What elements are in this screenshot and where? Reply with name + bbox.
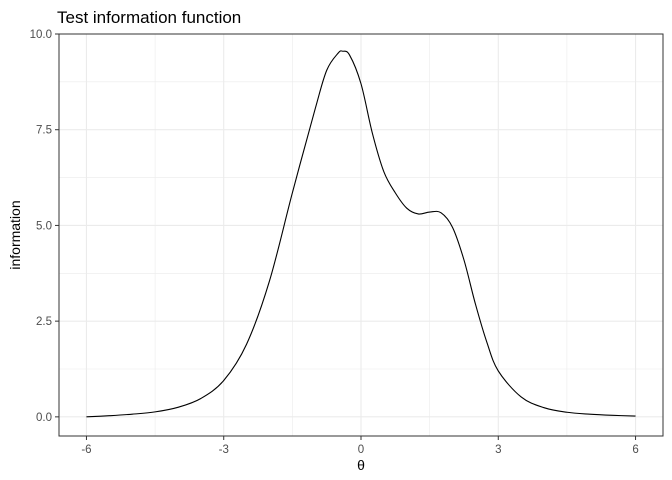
x-tick-label: 6 (632, 444, 638, 456)
x-axis-ticks: -6 -3 0 3 6 (81, 436, 639, 456)
y-tick-label: 10.0 (30, 29, 52, 41)
y-axis-ticks: 0.0 2.5 5.0 7.5 10.0 (30, 29, 59, 424)
series-line-information (86, 50, 636, 418)
x-tick-label: 3 (495, 444, 501, 456)
x-tick-label: 0 (358, 444, 364, 456)
chart-title: Test information function (57, 8, 241, 27)
x-tick-label: -3 (219, 444, 229, 456)
y-tick-label: 5.0 (36, 220, 52, 232)
y-tick-label: 7.5 (36, 125, 52, 137)
y-axis-label: information (7, 200, 23, 269)
series-layer (86, 50, 636, 418)
y-tick-label: 0.0 (36, 412, 52, 424)
x-tick-label: -6 (81, 444, 91, 456)
y-tick-label: 2.5 (36, 316, 52, 328)
x-axis-label: θ (357, 457, 365, 473)
